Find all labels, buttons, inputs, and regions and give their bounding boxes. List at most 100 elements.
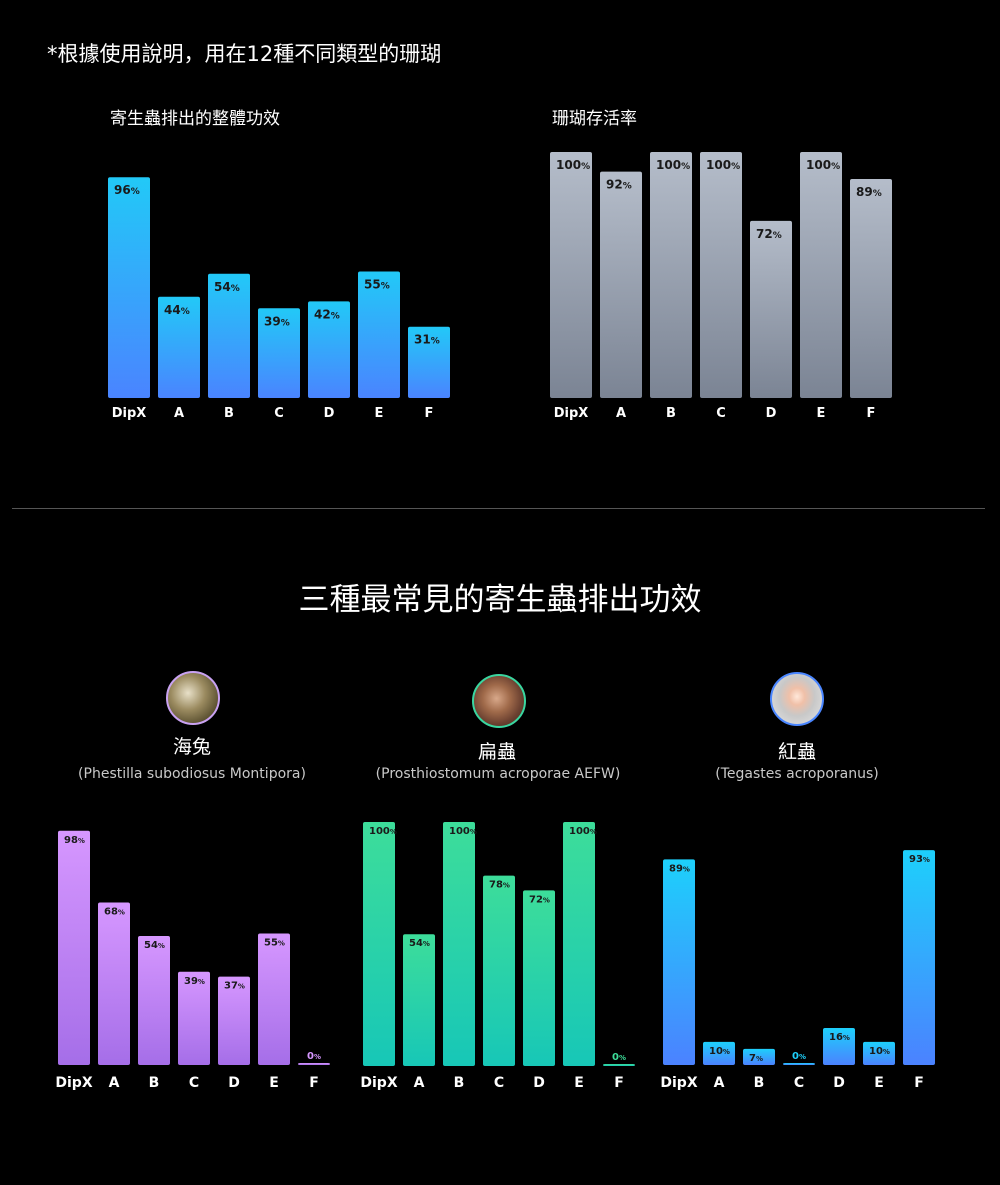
category-label-e: E xyxy=(817,406,826,421)
section-divider xyxy=(12,508,985,509)
category-label-d: D xyxy=(324,406,335,421)
value-label-b: 7% xyxy=(749,1053,763,1064)
bar-e xyxy=(358,271,400,398)
red-bug-avatar xyxy=(770,672,824,726)
category-label-d: D xyxy=(766,406,777,421)
value-label-a: 54% xyxy=(409,938,430,949)
category-label-d: D xyxy=(228,1075,240,1091)
bar-e xyxy=(258,933,290,1065)
bar-e xyxy=(863,1041,895,1065)
category-label-c: C xyxy=(189,1075,199,1091)
category-label-dipx: DipX xyxy=(660,1075,697,1091)
bar-dipx xyxy=(58,830,90,1065)
section-title: 三種最常見的寄生蟲排出功效 xyxy=(298,582,702,618)
value-label-b: 54% xyxy=(144,940,165,951)
category-label-f: F xyxy=(309,1075,319,1091)
value-label-a: 92% xyxy=(606,178,632,192)
bar-c xyxy=(483,875,515,1066)
pest-scientific-sea-slug: (Phestilla subodiosus Montipora) xyxy=(78,766,306,782)
bar-f xyxy=(408,326,450,398)
bar-d xyxy=(823,1028,855,1065)
bar-c xyxy=(258,308,300,398)
bar-d xyxy=(750,220,792,398)
category-label-e: E xyxy=(874,1075,884,1091)
usage-note: *根據使用說明，用在12種不同類型的珊瑚 xyxy=(47,42,442,66)
category-label-d: D xyxy=(833,1075,845,1091)
value-label-f: 89% xyxy=(856,185,882,199)
value-label-a: 68% xyxy=(104,906,125,917)
sea-slug-removal-chart: 98% DipX 68% A 54% B 39% C 37% D 55% E 0% F xyxy=(55,830,330,1091)
value-label-c: 39% xyxy=(264,314,290,328)
value-label-e: 55% xyxy=(264,938,285,949)
bar-d xyxy=(218,976,250,1065)
category-label-b: B xyxy=(666,406,676,421)
chart-title-parasite-removal: 寄生蟲排出的整體功效 xyxy=(110,109,280,129)
value-label-d: 37% xyxy=(224,981,245,992)
category-label-b: B xyxy=(454,1075,465,1091)
category-label-b: B xyxy=(149,1075,160,1091)
sea-slug-avatar xyxy=(166,671,220,725)
category-label-b: B xyxy=(224,406,234,421)
bar-c xyxy=(700,152,742,398)
bar-dipx xyxy=(550,152,592,398)
value-label-d: 72% xyxy=(529,894,550,905)
value-label-f: 93% xyxy=(909,854,930,865)
bar-d xyxy=(308,301,350,398)
category-label-dipx: DipX xyxy=(112,406,147,421)
category-label-f: F xyxy=(425,406,434,421)
bar-f xyxy=(850,179,892,398)
category-label-c: C xyxy=(794,1075,804,1091)
flatworm-avatar xyxy=(472,674,526,728)
value-label-b: 100% xyxy=(656,158,690,172)
value-label-dipx: 98% xyxy=(64,835,85,846)
bar-dipx xyxy=(363,822,395,1066)
parasite-removal-chart: 96% DipX 44% A 54% B 39% C 42% D 55% E 31% F xyxy=(108,177,450,421)
value-label-e: 10% xyxy=(869,1046,890,1057)
bar-c xyxy=(178,971,210,1065)
category-label-e: E xyxy=(375,406,384,421)
category-label-f: F xyxy=(914,1075,924,1091)
category-label-f: F xyxy=(614,1075,624,1091)
value-label-dipx: 96% xyxy=(114,183,140,197)
bar-f xyxy=(903,850,935,1065)
value-label-d: 16% xyxy=(829,1032,850,1043)
value-label-d: 72% xyxy=(756,227,782,241)
bar-b xyxy=(138,935,170,1065)
pest-name-sea-slug: 海兔 xyxy=(172,736,211,758)
category-label-a: A xyxy=(174,406,184,421)
value-label-dipx: 100% xyxy=(556,158,590,172)
value-label-c: 100% xyxy=(706,158,740,172)
value-label-a: 10% xyxy=(709,1046,730,1057)
bar-a xyxy=(600,171,642,398)
category-label-dipx: DipX xyxy=(554,406,589,421)
value-label-f: 31% xyxy=(414,333,440,347)
category-label-b: B xyxy=(754,1075,765,1091)
bar-d xyxy=(523,890,555,1066)
bar-b xyxy=(650,152,692,398)
pest-scientific-flatworm: (Prosthiostomum acroporae AEFW) xyxy=(375,766,621,782)
value-label-f: 0% xyxy=(307,1051,321,1062)
bar-dipx xyxy=(663,859,695,1065)
value-label-b: 100% xyxy=(449,826,477,837)
bar-dipx xyxy=(108,177,150,398)
value-label-a: 44% xyxy=(164,303,190,317)
bar-a xyxy=(703,1041,735,1065)
category-label-dipx: DipX xyxy=(55,1075,92,1091)
bar-e xyxy=(800,152,842,398)
chart-title-coral-survival: 珊瑚存活率 xyxy=(552,109,637,129)
category-label-d: D xyxy=(533,1075,545,1091)
value-label-c: 0% xyxy=(792,1051,806,1062)
bar-b xyxy=(743,1048,775,1065)
bar-f xyxy=(603,1064,635,1066)
value-label-dipx: 89% xyxy=(669,863,690,874)
value-label-c: 78% xyxy=(489,880,510,891)
bar-e xyxy=(563,822,595,1066)
bar-a xyxy=(403,934,435,1066)
bar-b xyxy=(443,822,475,1066)
category-label-a: A xyxy=(414,1075,425,1091)
bar-b xyxy=(208,273,250,398)
bar-c xyxy=(783,1063,815,1065)
value-label-e: 55% xyxy=(364,278,390,292)
category-label-c: C xyxy=(494,1075,504,1091)
red-bug-removal-chart: 89% DipX 10% A 7% B 0% C 16% D 10% E 93% F xyxy=(660,850,935,1091)
